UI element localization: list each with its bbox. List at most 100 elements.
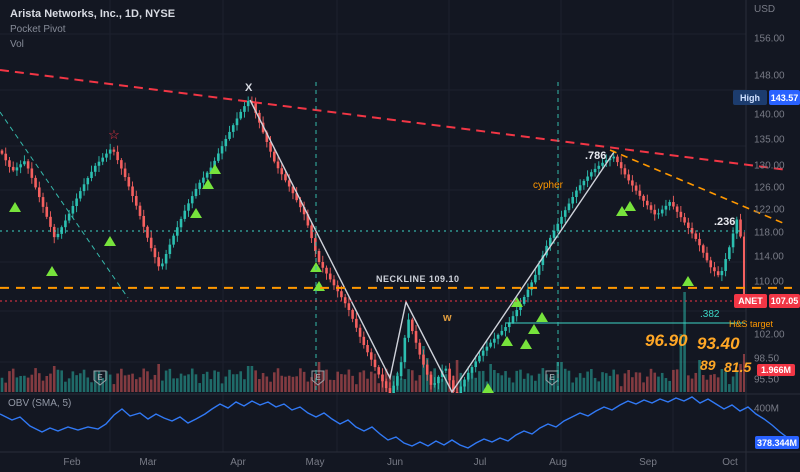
- annotation-hns-target-label[interactable]: H&S target: [729, 319, 774, 329]
- candle: [366, 345, 369, 353]
- pocket-pivot-marker[interactable]: [190, 208, 202, 218]
- high-alert-tag[interactable]: High: [733, 90, 767, 105]
- candle: [168, 244, 172, 254]
- candle: [425, 364, 429, 375]
- time-axis-month[interactable]: Jun: [386, 457, 404, 468]
- time-axis-month[interactable]: Aug: [549, 457, 567, 468]
- pocket-pivot-marker[interactable]: [202, 179, 214, 189]
- volume-bar: [593, 377, 597, 392]
- candle: [131, 186, 134, 197]
- candle: [526, 289, 530, 298]
- volume-bar: [369, 371, 373, 392]
- indicator-pocket-pivot[interactable]: Pocket Pivot: [10, 24, 66, 35]
- pocket-pivot-marker[interactable]: [520, 339, 532, 349]
- earnings-icon[interactable]: E: [545, 370, 559, 386]
- candle: [713, 267, 716, 272]
- pocket-pivot-marker[interactable]: [682, 276, 694, 286]
- earnings-icon[interactable]: E: [93, 370, 107, 386]
- pocket-pivot-marker[interactable]: [528, 324, 540, 334]
- candle: [735, 219, 739, 234]
- candle: [108, 149, 112, 154]
- volume-bar: [358, 372, 362, 392]
- annotation-target-96-90[interactable]: 96.90: [645, 331, 688, 350]
- annotation-target-81-5[interactable]: 81.5: [724, 359, 752, 375]
- pocket-pivot-marker[interactable]: [209, 164, 221, 174]
- candle: [306, 214, 310, 226]
- time-axis-month[interactable]: Apr: [230, 457, 246, 468]
- annotation-target-93-40[interactable]: 93.40: [697, 334, 740, 353]
- volume-bar: [701, 375, 705, 392]
- candle: [149, 237, 153, 249]
- obv-legend[interactable]: OBV (SMA, 5): [8, 398, 72, 409]
- volume-bar: [11, 368, 15, 392]
- candle: [269, 141, 272, 152]
- pattern-trendline[interactable]: [249, 99, 615, 393]
- pocket-pivot-marker[interactable]: [501, 336, 513, 346]
- candle: [75, 198, 78, 207]
- candle: [578, 185, 582, 191]
- earnings-icon[interactable]: E: [311, 370, 325, 386]
- candle: [19, 164, 22, 168]
- symbol-title[interactable]: Arista Networks, Inc., 1D, NYSE: [10, 8, 176, 20]
- annotation-fib-382-label[interactable]: .382: [700, 309, 720, 320]
- pocket-pivot-marker[interactable]: [616, 206, 628, 216]
- time-axis-month[interactable]: Sep: [639, 457, 657, 468]
- volume-bar: [231, 374, 235, 392]
- volume-bar: [597, 381, 601, 392]
- candle: [623, 168, 627, 175]
- candle: [575, 190, 578, 197]
- time-axis-month[interactable]: Mar: [139, 457, 157, 468]
- annotation-x-label[interactable]: X: [245, 82, 253, 94]
- pocket-pivot-marker[interactable]: [46, 266, 58, 276]
- annotation-fib-236-label[interactable]: .236: [714, 216, 736, 228]
- star-marker[interactable]: ☆: [108, 127, 120, 142]
- volume-bar: [302, 371, 306, 392]
- candle: [231, 125, 235, 132]
- candle: [634, 185, 638, 191]
- symbol-price-tag[interactable]: ANET: [734, 294, 767, 308]
- time-axis-month[interactable]: May: [305, 457, 325, 468]
- volume-bar: [34, 368, 37, 392]
- pocket-pivot-marker[interactable]: [482, 383, 494, 393]
- candle: [220, 146, 224, 154]
- candle: [299, 200, 302, 208]
- time-axis-month[interactable]: Oct: [722, 457, 738, 468]
- pocket-pivot-marker[interactable]: [511, 297, 523, 307]
- annotation-neckline-label[interactable]: NECKLINE 109.10: [376, 274, 460, 284]
- volume-bar: [239, 371, 243, 392]
- pocket-pivot-marker[interactable]: [104, 236, 116, 246]
- resistance-trendline[interactable]: [0, 69, 789, 171]
- time-axis-month[interactable]: Feb: [63, 457, 81, 468]
- volume-bar: [627, 369, 630, 392]
- pocket-pivot-marker[interactable]: [536, 312, 548, 322]
- pocket-pivot-marker[interactable]: [9, 202, 21, 212]
- left-channel-line[interactable]: [0, 111, 129, 299]
- time-axis-month[interactable]: Jul: [473, 457, 487, 468]
- candle: [571, 196, 574, 204]
- pocket-pivot-marker[interactable]: [624, 201, 636, 211]
- volume-bar: [414, 380, 418, 392]
- volume-bar: [142, 368, 146, 392]
- candle: [653, 209, 657, 215]
- annotation-w-label[interactable]: w: [443, 312, 452, 324]
- candle: [34, 177, 37, 188]
- main-pane[interactable]: E E E ☆: [0, 96, 746, 401]
- annotation-target-89[interactable]: 89: [700, 357, 716, 373]
- volume-bar: [672, 369, 675, 392]
- orange-trendline[interactable]: [609, 149, 784, 224]
- annotation-cypher-label[interactable]: cypher: [533, 180, 564, 191]
- volume-bar: [616, 374, 619, 392]
- volume-bar: [742, 354, 745, 392]
- candle: [321, 262, 325, 268]
- price-axis-tick: 122.00: [754, 204, 785, 216]
- candle: [161, 263, 164, 267]
- annotation-fib-786-label[interactable]: .786: [585, 150, 607, 162]
- volume-bar: [64, 381, 67, 392]
- volume-bar: [683, 292, 686, 392]
- indicator-vol[interactable]: Vol: [10, 39, 24, 50]
- candle: [481, 350, 485, 356]
- candle: [530, 282, 533, 290]
- volume-bar: [82, 369, 86, 392]
- volume-bar: [269, 381, 272, 392]
